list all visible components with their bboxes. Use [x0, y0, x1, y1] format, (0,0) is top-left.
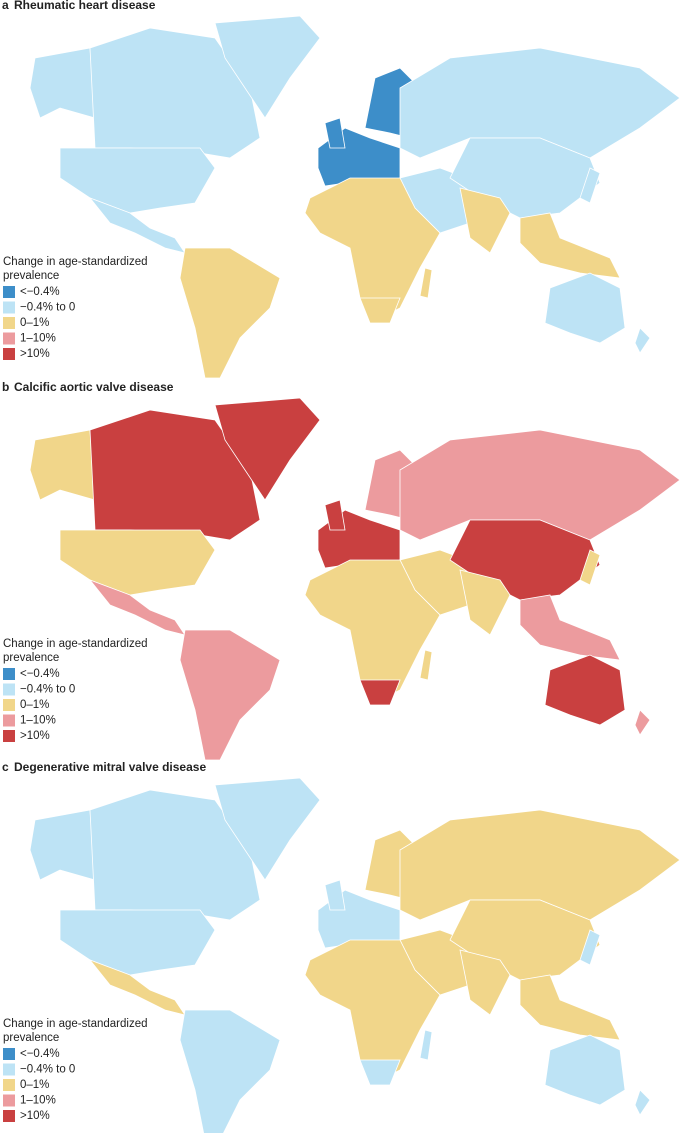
legend-swatch: [3, 332, 15, 345]
country-region: [179, 247, 281, 379]
legend-subtitle: prevalence: [3, 1032, 59, 1044]
country-region: [179, 629, 281, 761]
legend-label: −0.4% to 0: [20, 1064, 75, 1076]
panel: a Rheumatic heart disease Change in age-st…: [2, 0, 681, 379]
panel-letter: a: [2, 0, 9, 12]
map: [29, 15, 681, 379]
panel: b Calcific aortic valve disease Change in …: [2, 380, 681, 761]
country-region: [459, 569, 511, 636]
legend-swatch: [3, 699, 15, 711]
country-region: [634, 709, 651, 736]
country-region: [214, 397, 321, 501]
country-region: [324, 879, 346, 911]
country-region: [579, 167, 601, 204]
country-region: [399, 809, 681, 921]
country-region: [214, 15, 321, 119]
legend-swatch: [3, 1110, 15, 1122]
legend-swatch: [3, 1048, 15, 1060]
country-region: [544, 1034, 626, 1106]
panel-title: Degenerative mitral valve disease: [14, 760, 206, 774]
country-region: [544, 272, 626, 344]
legend-label: >10%: [20, 730, 50, 742]
legend-title: Change in age-standardized: [3, 1018, 148, 1030]
country-region: [419, 267, 433, 299]
legend-label: 1–10%: [20, 1095, 56, 1107]
country-region: [399, 429, 681, 541]
country-region: [399, 47, 681, 159]
country-region: [459, 949, 511, 1016]
panel: c Degenerative mitral valve disease Change…: [2, 760, 681, 1133]
country-region: [59, 909, 216, 976]
country-region: [59, 529, 216, 596]
country-region: [579, 929, 601, 966]
country-region: [214, 777, 321, 881]
country-region: [634, 1089, 651, 1116]
legend-swatch: [3, 683, 15, 696]
country-region: [419, 1029, 433, 1061]
legend-label: 0–1%: [20, 1079, 49, 1091]
legend-label: <−0.4%: [20, 1048, 60, 1060]
country-region: [359, 297, 401, 324]
country-region: [459, 187, 511, 254]
country-region: [634, 327, 651, 354]
panel-title: Rheumatic heart disease: [14, 0, 156, 12]
country-region: [304, 559, 441, 701]
country-region: [324, 117, 346, 149]
country-region: [179, 1009, 281, 1133]
legend-label: 1–10%: [20, 715, 56, 727]
legend-swatch: [3, 317, 15, 329]
legend-swatch: [3, 301, 15, 314]
country-region: [359, 1059, 401, 1086]
legend-swatch: [3, 714, 15, 727]
country-region: [29, 809, 96, 881]
country-region: [519, 212, 621, 279]
legend-label: <−0.4%: [20, 286, 60, 298]
country-region: [419, 649, 433, 681]
legend-label: >10%: [20, 1110, 50, 1122]
country-region: [304, 939, 441, 1081]
country-region: [519, 974, 621, 1041]
map: [29, 397, 681, 761]
country-region: [304, 177, 441, 319]
legend-swatch: [3, 730, 15, 742]
country-region: [324, 499, 346, 531]
country-region: [29, 47, 96, 119]
panel-letter: c: [2, 760, 9, 774]
country-region: [59, 147, 216, 214]
panel-letter: b: [2, 380, 9, 394]
legend-swatch: [3, 1094, 15, 1107]
legend-label: >10%: [20, 348, 50, 360]
country-region: [359, 679, 401, 706]
country-region: [29, 429, 96, 501]
legend-label: 0–1%: [20, 317, 49, 329]
legend-subtitle: prevalence: [3, 652, 59, 664]
legend-label: <−0.4%: [20, 668, 60, 680]
legend-label: −0.4% to 0: [20, 684, 75, 696]
legend-title: Change in age-standardized: [3, 256, 148, 268]
legend-swatch: [3, 668, 15, 680]
legend-label: 1–10%: [20, 333, 56, 345]
legend-subtitle: prevalence: [3, 270, 59, 282]
map: [29, 777, 681, 1133]
country-region: [544, 654, 626, 726]
country-region: [579, 549, 601, 586]
legend-swatch: [3, 1079, 15, 1091]
legend-title: Change in age-standardized: [3, 638, 148, 650]
legend-swatch: [3, 348, 15, 360]
legend-label: −0.4% to 0: [20, 302, 75, 314]
country-region: [519, 594, 621, 661]
panel-title: Calcific aortic valve disease: [14, 380, 174, 394]
legend-swatch: [3, 1063, 15, 1076]
legend-label: 0–1%: [20, 699, 49, 711]
legend-swatch: [3, 286, 15, 298]
